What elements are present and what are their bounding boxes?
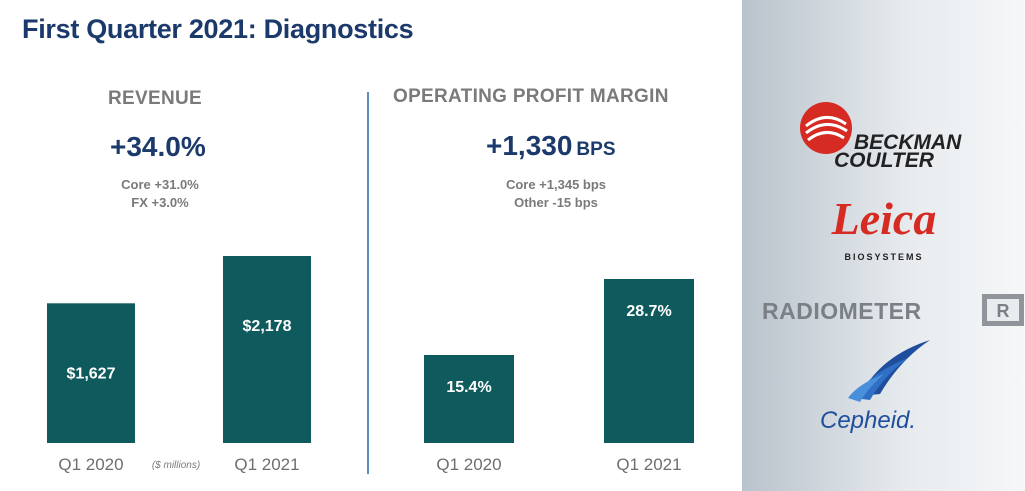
beckman-text: BECKMAN <box>854 131 962 154</box>
margin-headline-value: +1,330 <box>486 130 573 161</box>
radiometer-text: RADIOMETER <box>762 298 922 324</box>
margin-details: Core +1,345 bps Other -15 bps <box>476 176 636 212</box>
svg-text:R: R <box>997 301 1010 321</box>
revenue-headline: +34.0% <box>110 131 206 162</box>
revenue-value-label-1: $2,178 <box>243 318 292 335</box>
brand-panel: BECKMAN COULTER Leica BIOSYSTEMS RADIOME… <box>742 0 1025 491</box>
radiometer-logo: RADIOMETER R <box>762 294 1024 326</box>
margin-value-label-1: 28.7% <box>626 303 671 320</box>
revenue-detail-core: Core +31.0% <box>121 177 199 192</box>
margin-heading: OPERATING PROFIT MARGIN <box>393 86 669 107</box>
margin-headline: +1,330 BPS <box>486 130 616 162</box>
margin-category-label-0: Q1 2020 <box>436 455 501 474</box>
margin-detail-other: Other -15 bps <box>514 195 598 210</box>
revenue-detail-fx: FX +3.0% <box>131 195 189 210</box>
revenue-bar-1 <box>223 256 311 443</box>
margin-detail-core: Core +1,345 bps <box>505 177 607 192</box>
leica-biosystems-logo: Leica BIOSYSTEMS <box>831 193 937 262</box>
cepheid-text: Cepheid. <box>820 407 916 434</box>
margin-headline-unit: BPS <box>576 139 616 160</box>
page-title: First Quarter 2021: Diagnostics <box>22 14 414 44</box>
revenue-unit-note: ($ millions) <box>152 460 200 471</box>
beckman-coulter-logo: BECKMAN COULTER <box>800 102 962 172</box>
margin-category-label-1: Q1 2021 <box>616 455 681 474</box>
margin-value-label-0: 15.4% <box>446 379 491 396</box>
revenue-bar-0 <box>47 303 135 443</box>
leica-sub-text: BIOSYSTEMS <box>844 252 923 262</box>
leica-text: Leica <box>831 193 937 244</box>
margin-bar-1 <box>604 279 694 443</box>
revenue-heading: REVENUE <box>108 88 202 109</box>
revenue-value-label-0: $1,627 <box>67 365 116 382</box>
revenue-category-label-0: Q1 2020 <box>58 455 123 474</box>
revenue-category-label-1: Q1 2021 <box>234 455 299 474</box>
coulter-text: COULTER <box>834 149 935 172</box>
cepheid-logo: Cepheid. <box>820 340 930 434</box>
margin-bar-0 <box>424 355 514 443</box>
charts-svg: ($ millions) $1,627 Q1 2020 $2,178 Q1 2021 1… <box>47 256 694 474</box>
panel-divider <box>367 92 369 474</box>
revenue-details: Core +31.0% FX +3.0% <box>80 176 240 212</box>
